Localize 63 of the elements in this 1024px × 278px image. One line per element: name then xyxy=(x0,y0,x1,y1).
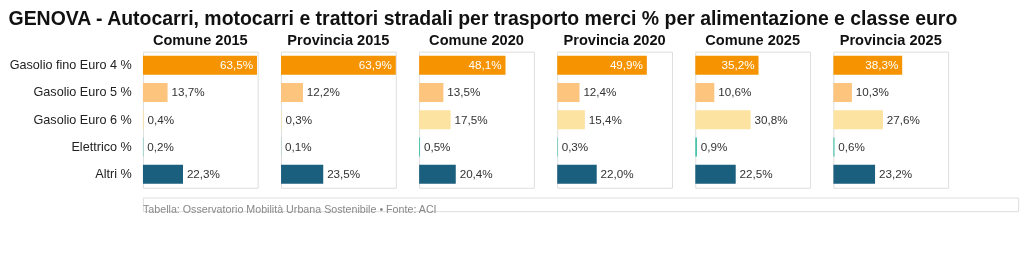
data-label: 13,5% xyxy=(447,85,481,99)
chart-title: Comune 2025 xyxy=(705,31,801,48)
bar xyxy=(281,164,324,184)
data-label: 0,6% xyxy=(838,139,865,153)
y-tick-label: Altri % xyxy=(95,167,132,182)
chart-title: Comune 2020 xyxy=(429,31,524,48)
chart-title: Provincia 2025 xyxy=(839,31,942,48)
bar xyxy=(833,110,883,130)
bar xyxy=(419,55,506,75)
y-tick-label: Gasolio Euro 6 % xyxy=(33,112,132,127)
data-label: 22,3% xyxy=(186,167,220,181)
data-label: 0,1% xyxy=(285,139,312,153)
data-label: 38,3% xyxy=(865,58,899,72)
bar xyxy=(142,82,168,103)
data-label: 0,3% xyxy=(561,139,589,153)
bar xyxy=(833,164,876,184)
bar xyxy=(557,55,647,75)
bar xyxy=(142,164,183,184)
bar xyxy=(833,82,852,103)
data-label: 0,3% xyxy=(285,112,313,126)
bar xyxy=(557,82,580,103)
data-label: 0,2% xyxy=(147,139,174,153)
data-label: 63,9% xyxy=(358,58,392,72)
bar xyxy=(281,55,396,75)
chart-title: Provincia 2015 xyxy=(287,31,390,48)
bar xyxy=(695,110,751,130)
bar xyxy=(557,164,597,184)
data-label: 12,2% xyxy=(306,85,340,99)
text: GENOVA - Autocarri, motocarri e trattori stradali per trasporto merci % per alimentazione e classe euro xyxy=(8,6,958,29)
data-label: 0,9% xyxy=(700,139,728,153)
data-label: 48,1% xyxy=(468,58,502,72)
y-tick-label: Elettrico % xyxy=(71,139,132,154)
data-label: 22,5% xyxy=(739,167,773,181)
data-label: 17,5% xyxy=(454,112,488,126)
data-label: 63,5% xyxy=(220,58,254,72)
data-label: 10,6% xyxy=(718,85,752,99)
y-tick-label: Gasolio Euro 5 % xyxy=(33,85,132,100)
bar xyxy=(419,110,451,130)
data-label: 27,6% xyxy=(886,112,920,126)
text: Tabella: Osservatorio Mobilità Urbana Sostenibile • Fonte: ACI xyxy=(142,203,437,216)
bar xyxy=(695,82,715,103)
data-label: 23,2% xyxy=(878,167,913,181)
chart-title: Provincia 2020 xyxy=(563,31,666,48)
data-label: 35,2% xyxy=(721,58,755,72)
data-label: 15,4% xyxy=(588,112,622,126)
bar xyxy=(142,55,257,75)
data-label: 20,4% xyxy=(459,167,493,181)
bar xyxy=(557,110,585,130)
data-label: 10,3% xyxy=(855,85,889,99)
data-label: 13,7% xyxy=(171,85,205,99)
data-label: 30,8% xyxy=(754,112,788,126)
data-label: 0,5% xyxy=(423,139,451,153)
bar xyxy=(419,82,444,103)
data-label: 22,0% xyxy=(600,167,634,181)
data-label: 0,4% xyxy=(147,112,175,126)
data-label: 23,5% xyxy=(327,167,361,181)
bar xyxy=(281,82,303,103)
y-tick-label: Gasolio fino Euro 4 % xyxy=(9,58,132,73)
bar xyxy=(695,164,736,184)
data-label: 49,9% xyxy=(609,58,643,72)
bar xyxy=(419,164,456,184)
chart-title: Comune 2015 xyxy=(152,31,248,48)
data-label: 12,4% xyxy=(583,85,617,99)
